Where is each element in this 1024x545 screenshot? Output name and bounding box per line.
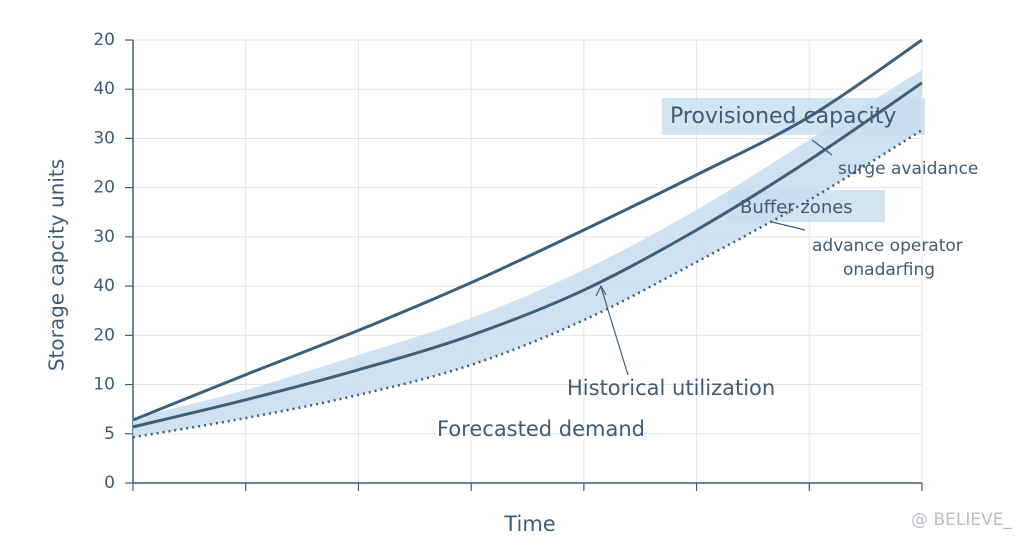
y-axis-label: Storage capcity units — [45, 159, 69, 371]
buffer-band — [133, 70, 922, 438]
annotation: Buffer zones — [740, 197, 853, 218]
series-line — [132, 129, 923, 439]
annotation: Provisioned capacity — [670, 104, 896, 129]
y-tick-label: 0 — [104, 473, 115, 493]
y-tick-label: 40 — [93, 79, 115, 99]
y-tick-label: 5 — [104, 424, 115, 444]
arrow — [811, 139, 833, 156]
annotation: Historical utilization — [567, 376, 775, 400]
annotation: Forecasted demand — [437, 417, 645, 441]
annotation: onadarfing — [843, 260, 935, 280]
y-tick-label: 40 — [93, 276, 115, 296]
plot-layer — [132, 38, 923, 439]
series-line — [132, 38, 923, 422]
series-line — [132, 81, 923, 429]
y-tick-label: 20 — [93, 30, 115, 50]
y-tick-label: 30 — [93, 128, 115, 148]
arrow — [771, 221, 806, 231]
y-tick-label: 20 — [93, 178, 115, 198]
annotation: advance operator — [812, 236, 963, 256]
x-axis-label: Time — [503, 512, 555, 536]
arrow-head — [595, 284, 607, 297]
background-layer: 0 5 10 20 40 30 20 30 40 20 — [93, 30, 923, 493]
y-tick-label: 10 — [93, 375, 115, 395]
annotation: surge avaidance — [838, 159, 978, 179]
watermark: @ BELIEVE_ — [911, 510, 1012, 530]
arrow — [600, 286, 629, 376]
y-tick-label: 30 — [93, 227, 115, 247]
y-tick-label: 20 — [93, 325, 115, 345]
